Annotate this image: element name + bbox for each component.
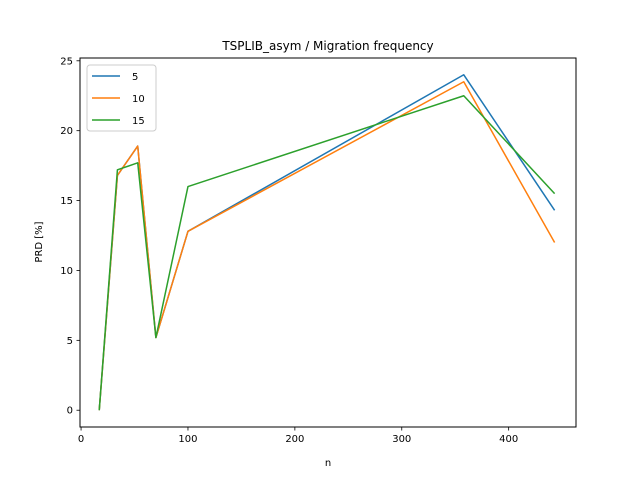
series-line-10: [98, 81, 556, 411]
legend: 5 10 15: [86, 64, 157, 132]
y-axis-ticks: 0 5 10 15 20 25: [60, 56, 80, 417]
y-axis-label: PRD [%]: [34, 221, 45, 262]
x-tick-label: 0: [78, 434, 84, 445]
y-tick-label: 20: [60, 126, 73, 137]
x-tick-label: 100: [178, 434, 197, 445]
legend-label: 10: [132, 94, 145, 105]
y-tick-label: 5: [67, 336, 73, 347]
series-line-15: [98, 94, 556, 411]
y-tick-label: 10: [60, 266, 73, 277]
legend-box: [86, 64, 157, 132]
x-tick-label: 200: [285, 434, 304, 445]
x-tick-label: 400: [499, 434, 518, 445]
x-axis-label: n: [325, 458, 331, 469]
y-tick-label: 0: [67, 406, 73, 417]
series-line-5: [98, 74, 556, 411]
legend-label: 5: [132, 72, 138, 83]
plot-frame: [79, 57, 577, 428]
y-tick-label: 25: [60, 56, 73, 67]
legend-label: 15: [132, 116, 145, 127]
plot-lines: [98, 74, 556, 411]
y-tick-label: 15: [60, 196, 73, 207]
x-tick-label: 300: [392, 434, 411, 445]
chart-title: TSPLIB_asym / Migration frequency: [221, 39, 433, 53]
x-axis-ticks: 0 100 200 300 400: [78, 427, 518, 445]
